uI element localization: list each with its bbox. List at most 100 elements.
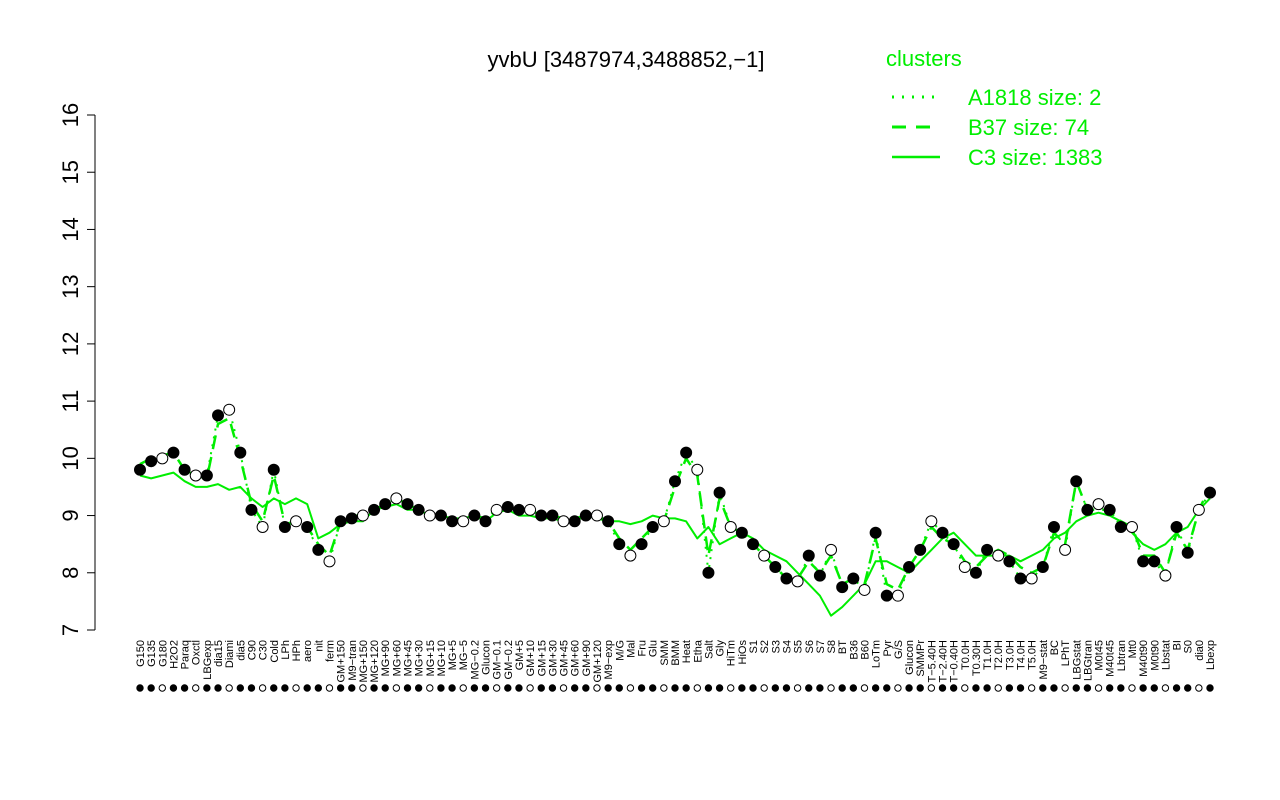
x-tick-label: M0t45 bbox=[1094, 640, 1106, 671]
x-tick-label: Glucon bbox=[481, 640, 493, 675]
data-point bbox=[1070, 475, 1083, 488]
x-tick-label: HPh bbox=[291, 640, 303, 661]
x-tick-label: Fru bbox=[637, 640, 649, 657]
y-tick-label: 10 bbox=[58, 446, 83, 470]
x-tick-label: T5.0H bbox=[1027, 640, 1039, 670]
y-tick-label: 12 bbox=[58, 332, 83, 356]
series-line-dashed bbox=[139, 417, 1212, 592]
x-tick-label: Etha bbox=[692, 639, 704, 663]
x-tick-label: T−2.40H bbox=[938, 640, 950, 683]
chart-title: yvbU [3487974,3488852,−1] bbox=[487, 47, 764, 72]
x-marker-dot bbox=[158, 684, 166, 692]
data-point bbox=[1137, 555, 1150, 568]
data-point bbox=[390, 492, 403, 505]
x-marker-dot bbox=[147, 684, 155, 692]
x-tick-label: G180 bbox=[157, 640, 169, 667]
x-marker-dot bbox=[169, 684, 178, 692]
y-tick-label: 8 bbox=[58, 567, 83, 579]
x-marker-dot bbox=[760, 684, 768, 692]
x-tick-label: MG+30 bbox=[414, 640, 426, 676]
x-tick-label: dia5 bbox=[235, 640, 247, 661]
data-point bbox=[780, 572, 793, 585]
data-point bbox=[546, 509, 559, 522]
data-point bbox=[189, 469, 202, 482]
legend-label: A1818 size: 2 bbox=[968, 85, 1101, 110]
x-marker-dot bbox=[426, 684, 434, 692]
x-marker-dot bbox=[838, 684, 846, 692]
x-tick-label: T0.30H bbox=[971, 640, 983, 676]
x-marker-dot bbox=[704, 684, 713, 692]
x-marker-dot bbox=[727, 684, 735, 692]
data-point bbox=[134, 463, 146, 476]
x-marker-dot bbox=[370, 684, 378, 692]
series-line-solid bbox=[139, 471, 1211, 617]
x-marker-dot bbox=[1206, 684, 1214, 692]
x-marker-dot bbox=[236, 684, 245, 692]
x-marker-dot bbox=[1005, 684, 1014, 692]
x-marker-dot bbox=[281, 684, 289, 692]
x-marker-dot bbox=[816, 684, 824, 692]
x-tick-label: BC bbox=[1049, 640, 1061, 655]
x-marker-dot bbox=[1128, 684, 1136, 692]
data-point bbox=[735, 526, 748, 539]
x-tick-label: G/S bbox=[893, 640, 905, 659]
data-point bbox=[223, 403, 236, 416]
data-point bbox=[635, 538, 648, 551]
x-tick-label: MG−0.2 bbox=[469, 640, 481, 679]
x-tick-label: GM+90 bbox=[581, 640, 593, 676]
data-point bbox=[234, 446, 247, 459]
y-tick-label: 7 bbox=[58, 624, 83, 636]
data-point bbox=[345, 512, 358, 525]
data-point bbox=[669, 475, 681, 488]
x-marker-dot bbox=[805, 684, 813, 692]
x-tick-label: MG+5 bbox=[447, 640, 459, 670]
data-point bbox=[1192, 503, 1205, 516]
x-tick-label: MG+60 bbox=[391, 640, 403, 676]
x-marker-dot bbox=[548, 684, 557, 692]
data-point bbox=[1125, 521, 1138, 533]
data-point bbox=[278, 521, 291, 533]
x-marker-dot bbox=[1050, 684, 1058, 692]
data-point bbox=[613, 538, 626, 551]
data-point bbox=[167, 446, 180, 459]
x-marker-dot bbox=[314, 684, 323, 692]
x-tick-label: MG+45 bbox=[403, 640, 415, 676]
series-line-dotted bbox=[139, 408, 1211, 597]
x-marker-dot bbox=[492, 684, 501, 692]
data-point bbox=[434, 509, 447, 522]
x-tick-label: Glucon bbox=[904, 640, 916, 675]
data-point bbox=[156, 452, 169, 465]
x-tick-label: dia0 bbox=[1194, 640, 1206, 661]
x-marker-dot bbox=[136, 684, 144, 692]
x-tick-label: Paraq bbox=[180, 640, 192, 669]
data-point bbox=[891, 589, 904, 602]
x-marker-dot bbox=[192, 684, 200, 692]
x-marker-dot bbox=[225, 684, 233, 692]
x-tick-label: GM+5 bbox=[514, 640, 526, 670]
x-marker-dot bbox=[637, 684, 646, 692]
x-tick-label: M/G bbox=[614, 640, 626, 661]
data-point bbox=[579, 509, 592, 522]
data-point bbox=[858, 583, 871, 596]
x-marker-dot bbox=[749, 684, 757, 692]
data-point bbox=[1036, 561, 1049, 574]
x-tick-label: Pyr bbox=[882, 640, 894, 657]
data-point bbox=[1014, 572, 1027, 585]
x-marker-dot bbox=[1117, 684, 1125, 692]
x-tick-label: SMMPr bbox=[915, 640, 927, 677]
x-marker-dot bbox=[682, 684, 690, 692]
x-marker-dot bbox=[1105, 684, 1114, 692]
x-tick-label: Mt0 bbox=[1127, 640, 1139, 658]
data-point bbox=[468, 509, 481, 522]
x-tick-label: S2 bbox=[759, 640, 771, 653]
y-axis: 7 8 9 10 11 12 13 14 15 16 bbox=[58, 103, 96, 636]
data-point bbox=[702, 566, 715, 579]
x-marker-dot bbox=[871, 684, 880, 692]
x-tick-label: LoTm bbox=[871, 640, 883, 668]
data-point bbox=[914, 543, 927, 556]
x-tick-label: Gly bbox=[715, 640, 727, 657]
data-point bbox=[769, 561, 782, 574]
data-point bbox=[880, 589, 893, 602]
data-point bbox=[825, 543, 838, 556]
x-tick-label: MG−5 bbox=[458, 640, 470, 670]
